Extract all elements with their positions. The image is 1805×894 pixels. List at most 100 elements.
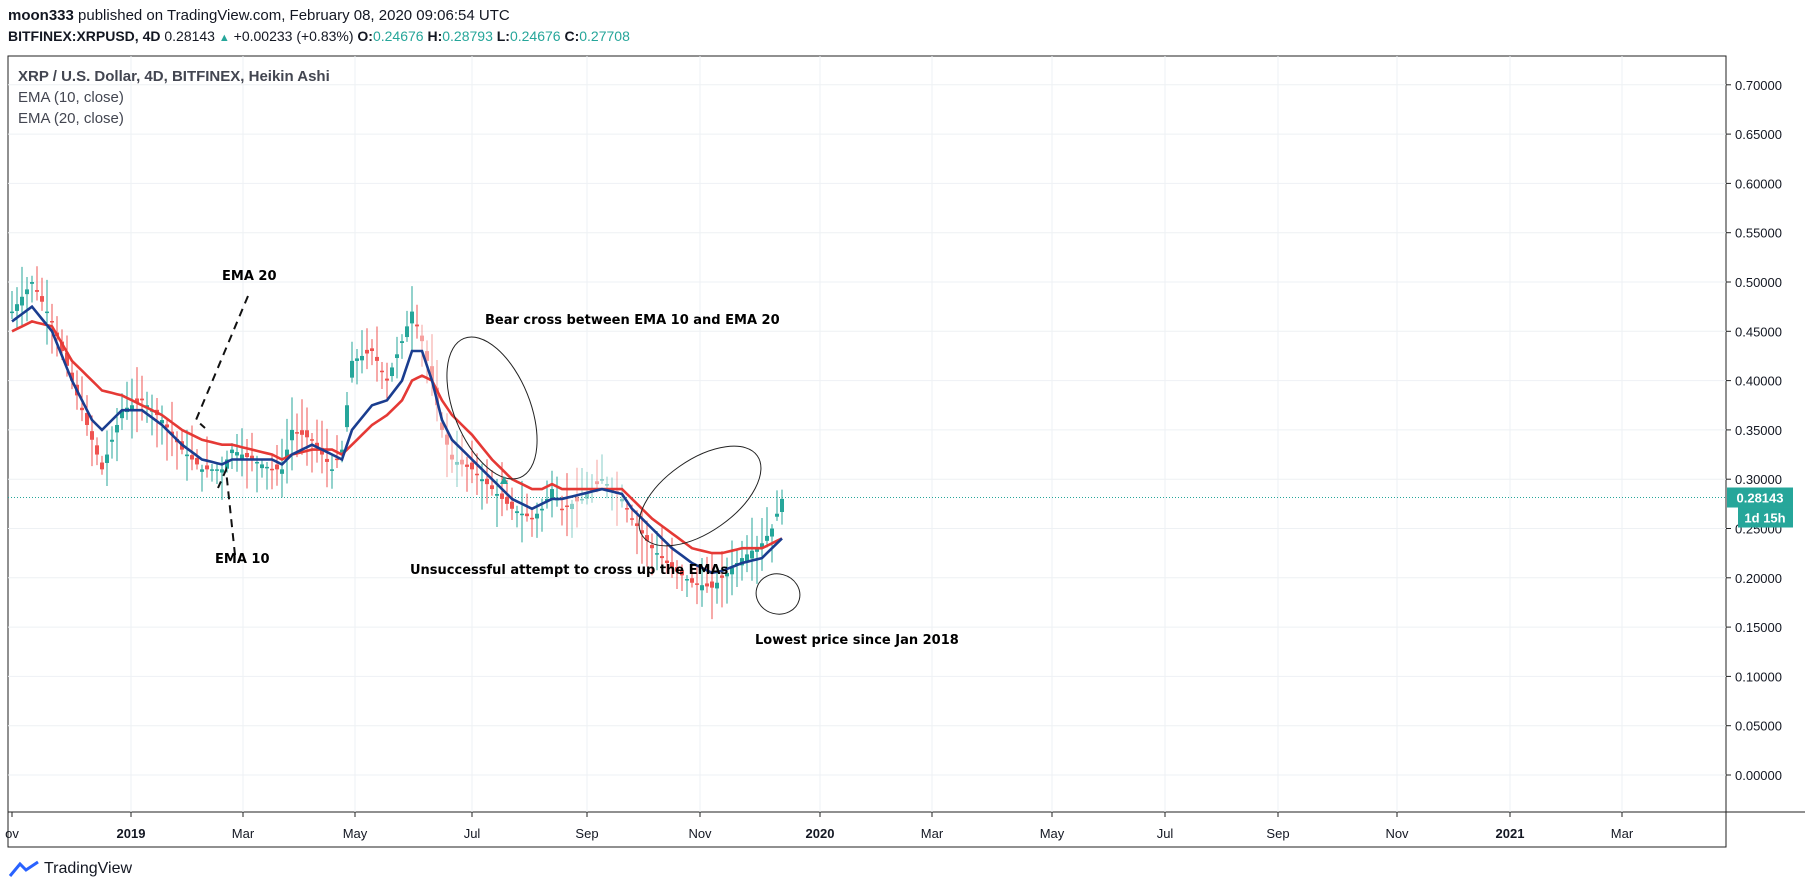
candle <box>490 469 494 496</box>
candle <box>255 455 259 493</box>
x-tick-label: Jul <box>1157 826 1174 841</box>
candle-body <box>500 493 504 499</box>
candle <box>260 458 264 478</box>
candle-body <box>160 420 164 424</box>
candle-body <box>300 430 304 435</box>
candle <box>290 397 294 471</box>
candle-body <box>85 413 89 425</box>
candle <box>20 266 24 327</box>
candle-body <box>400 341 404 343</box>
candle <box>570 499 574 538</box>
candle-body <box>530 517 534 520</box>
candle <box>200 464 204 492</box>
candle <box>210 463 214 482</box>
candle <box>685 575 689 598</box>
legend-ema20[interactable]: EMA (20, close) <box>18 110 124 127</box>
ema20-line[interactable] <box>11 320 783 555</box>
ema10-pointer <box>217 466 236 556</box>
candle-body <box>70 372 74 381</box>
x-tick-label: Sep <box>1266 826 1289 841</box>
candle <box>610 477 614 511</box>
candle-body <box>190 455 194 460</box>
candle <box>370 339 374 366</box>
candle <box>520 480 524 543</box>
candle-body <box>700 585 704 591</box>
brand-name[interactable]: TradingView <box>44 860 133 877</box>
candle-body <box>720 575 724 578</box>
candle-body <box>225 459 229 469</box>
price-labels: 0.28143 1d 15h <box>1727 487 1793 528</box>
candle-body <box>570 503 574 510</box>
candle <box>285 418 289 484</box>
candle-body <box>65 352 69 366</box>
candle-body <box>330 469 334 471</box>
candle <box>780 489 784 525</box>
lowest-annotation: Lowest price since Jan 2018 <box>755 633 959 648</box>
candle-body <box>640 530 644 534</box>
candle-body <box>95 445 99 455</box>
x-tick-label: Mar <box>232 826 255 841</box>
y-tick-label: 0.60000 <box>1735 176 1782 191</box>
candle-body <box>585 493 589 499</box>
candle-body <box>485 478 489 485</box>
candle-body <box>645 535 649 541</box>
candle-body <box>45 311 49 314</box>
candle <box>480 463 484 510</box>
candle <box>295 413 299 458</box>
candle <box>325 428 329 488</box>
legend-ema10[interactable]: EMA (10, close) <box>18 89 124 106</box>
candle-body <box>110 439 114 442</box>
candle-body <box>505 497 509 504</box>
candle-body <box>105 454 109 463</box>
candle-body <box>40 296 44 302</box>
last-price: 0.28143 <box>164 28 215 44</box>
candle <box>85 395 89 436</box>
candle <box>275 444 279 486</box>
candle <box>420 324 424 367</box>
x-axis[interactable]: ov 2019 Mar May Jul Sep Nov 2020 Mar May Jul Sep Nov… <box>5 812 1634 841</box>
x-tick-label: Sep <box>575 826 598 841</box>
candle <box>350 341 354 383</box>
ema10-line[interactable] <box>11 304 783 575</box>
candle-body <box>475 473 479 476</box>
y-tick-label: 0.20000 <box>1735 571 1782 586</box>
candle-body <box>520 513 524 516</box>
candle-body <box>290 429 294 441</box>
candle-body <box>450 454 454 460</box>
open-value: 0.24676 <box>372 28 424 44</box>
publish-line: moon333 published on TradingView.com, Fe… <box>8 6 630 26</box>
candle <box>445 413 449 478</box>
candle <box>190 425 194 471</box>
candle <box>135 367 139 433</box>
candle-body <box>80 407 84 411</box>
candle-body <box>635 523 639 527</box>
candle-body <box>10 311 14 314</box>
candle-body <box>140 398 144 401</box>
y-axis[interactable]: 0.000000.050000.100000.150000.200000.250… <box>1726 78 1782 783</box>
candle <box>635 510 639 555</box>
candle-body <box>115 424 119 433</box>
y-tick-label: 0.05000 <box>1735 719 1782 734</box>
y-tick-label: 0.70000 <box>1735 78 1782 93</box>
candle <box>580 467 584 504</box>
candle-body <box>350 360 354 378</box>
candle <box>655 531 659 571</box>
candle-body <box>480 479 484 482</box>
y-tick-label: 0.00000 <box>1735 768 1782 783</box>
candle-body <box>90 431 94 440</box>
candle <box>400 334 404 359</box>
author-name[interactable]: moon333 <box>8 7 74 24</box>
candle-body <box>490 485 494 490</box>
candle <box>280 438 284 498</box>
x-tick-label: Jul <box>464 826 481 841</box>
candle-body <box>580 498 584 501</box>
candle <box>675 560 679 589</box>
candle <box>530 509 534 537</box>
candle-body <box>245 452 249 458</box>
candle-body <box>395 354 399 359</box>
ema20-annotation: EMA 20 <box>222 269 277 284</box>
candle-body <box>285 449 289 460</box>
candle-body <box>280 469 284 474</box>
candle <box>170 401 174 457</box>
